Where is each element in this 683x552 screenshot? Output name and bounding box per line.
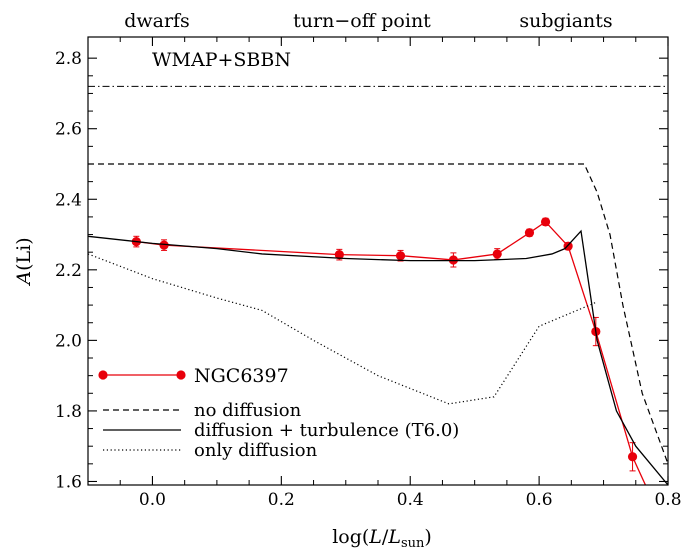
only-diffusion-line — [88, 253, 598, 405]
legend-ngc6397-marker-right — [176, 370, 186, 380]
top-label-dwarfs: dwarfs — [124, 10, 190, 32]
ngc6397-marker — [448, 255, 458, 265]
legend-no-diffusion-label: no diffusion — [194, 400, 302, 421]
ngc6397-point — [159, 239, 169, 251]
legend: NGC6397 no diffusion diffusion + turbule… — [98, 365, 459, 461]
x-axis-label-slash: / — [382, 526, 389, 548]
ngc6397-point — [540, 217, 551, 227]
y-tick-label: 2.0 — [55, 331, 82, 351]
tick-layer: 0.0 0.2 0.4 0.6 0.8 1.6 1.8 2.0 2.2 2.4 2.6 2.8 — [55, 37, 682, 510]
x-tick-label: 0.2 — [268, 490, 295, 510]
ngc6397-marker — [492, 249, 502, 259]
plot-frame — [87, 36, 669, 486]
y-axis-label: A(Li) — [13, 237, 35, 286]
legend-diffusion-turbulence-label: diffusion + turbulence (T6.0) — [194, 420, 459, 441]
ngc6397-marker — [334, 250, 344, 260]
x-axis-label: log(L/Lsun) — [332, 526, 432, 551]
y-tick-label: 2.8 — [55, 49, 82, 69]
diffusion-turbulence-t6-0-line — [88, 229, 668, 485]
x-tick-label: 0.8 — [654, 490, 681, 510]
legend-ngc6397-marker-left — [98, 370, 108, 380]
top-labels: dwarfs turn−off point subgiants — [124, 10, 612, 32]
ngc6397-point — [334, 248, 344, 261]
ngc6397-marker — [540, 217, 551, 227]
x-tick-label: 0.0 — [139, 490, 166, 510]
x-tick-label: 0.6 — [526, 490, 553, 510]
ngc6397-point — [627, 442, 638, 472]
y-tick-label: 2.4 — [55, 190, 82, 210]
reference-line-label: WMAP+SBBN — [152, 49, 291, 71]
series-layer — [88, 85, 668, 485]
ngc6397-marker — [159, 240, 169, 250]
x-axis-label-suffix: ) — [424, 526, 431, 548]
no-diffusion-line — [88, 163, 668, 465]
x-axis-label-var: L — [368, 526, 382, 548]
x-axis-label-var2: L — [387, 526, 401, 548]
ngc6397-point — [448, 252, 458, 268]
ngc6397-marker — [395, 251, 406, 261]
y-tick-label: 2.6 — [55, 120, 82, 140]
ngc6397-marker — [524, 228, 535, 238]
x-axis-label-prefix: log( — [332, 526, 369, 548]
ngc6397-point — [563, 241, 573, 251]
ngc6397-point — [492, 248, 502, 260]
y-axis-label-rest: (Li) — [13, 237, 35, 271]
ngc6397-line — [136, 220, 647, 485]
y-axis-label-var: A — [13, 271, 35, 287]
top-label-subgiants: subgiants — [519, 10, 612, 32]
x-tick-label: 0.4 — [397, 490, 424, 510]
legend-ngc6397-label: NGC6397 — [194, 365, 289, 387]
legend-only-diffusion-label: only diffusion — [194, 440, 318, 461]
y-tick-label: 1.6 — [55, 472, 82, 492]
x-axis-label-sub: sun — [401, 536, 425, 551]
y-tick-label: 2.2 — [55, 261, 82, 281]
ngc6397-point — [524, 228, 535, 238]
ngc6397-marker — [563, 241, 573, 251]
top-label-turn-off-point: turn−off point — [293, 10, 431, 32]
plot-area: WMAP+SBBN 0.0 0.2 0.4 0.6 0.8 1.6 1.8 2.0 2.2 2.4… — [55, 36, 682, 510]
ngc6397-point — [395, 249, 406, 262]
ngc6397-marker — [627, 452, 638, 462]
y-tick-label: 1.8 — [55, 402, 82, 422]
